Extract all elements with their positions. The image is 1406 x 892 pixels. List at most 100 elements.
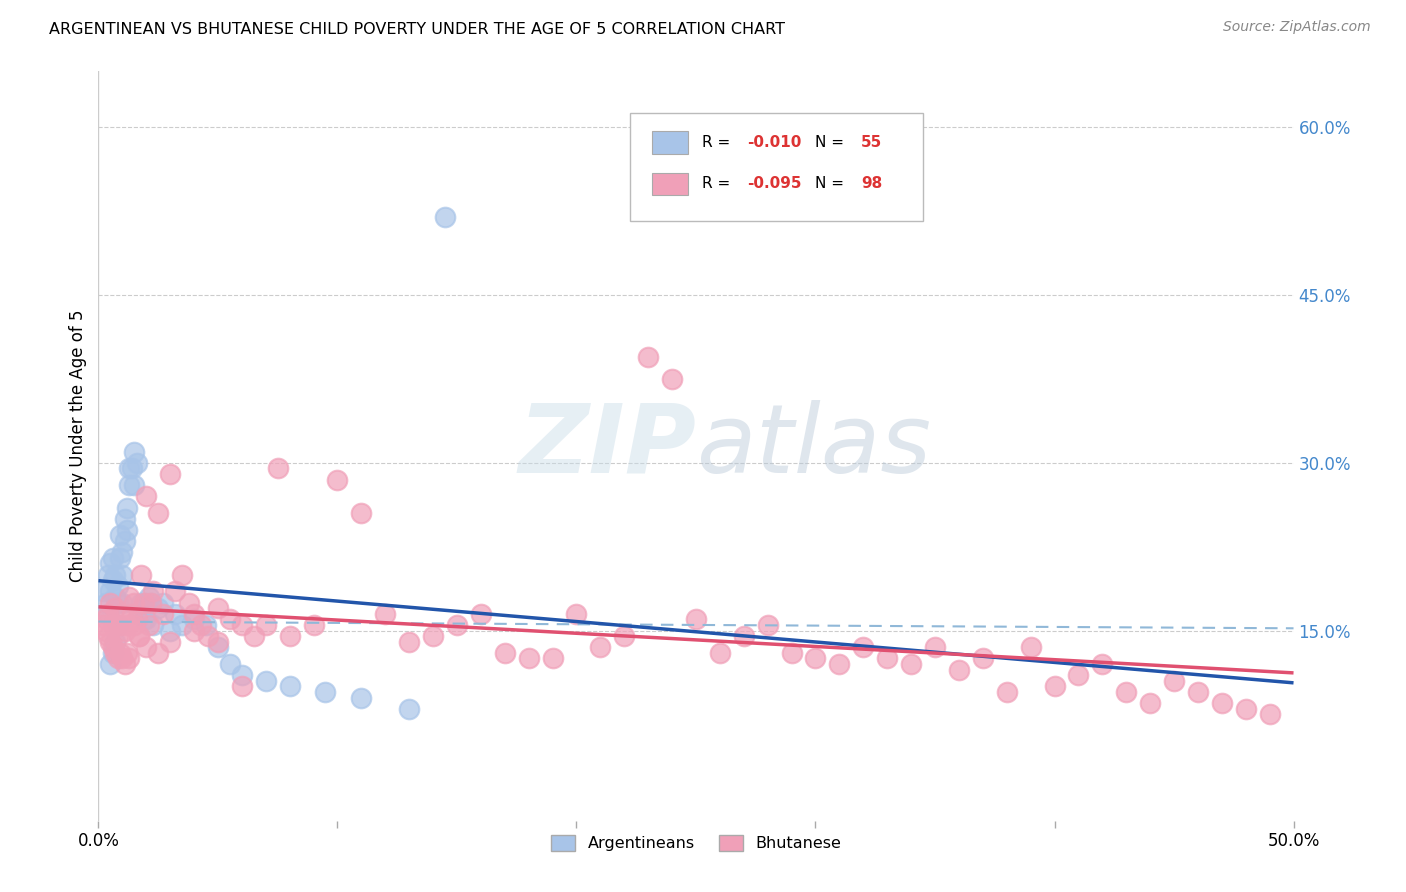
Point xyxy=(197,629,219,643)
Point xyxy=(97,567,120,582)
Point xyxy=(98,584,122,599)
Point xyxy=(326,473,349,487)
Point xyxy=(97,607,120,621)
Point xyxy=(118,590,141,604)
Point xyxy=(661,372,683,386)
Point xyxy=(1091,657,1114,671)
Point xyxy=(135,489,157,503)
Point xyxy=(104,590,127,604)
Point xyxy=(108,618,131,632)
Point xyxy=(637,350,659,364)
Point xyxy=(517,651,540,665)
Point xyxy=(131,567,153,582)
Point xyxy=(183,624,205,638)
Point xyxy=(828,657,851,671)
Point xyxy=(278,680,301,694)
Point xyxy=(138,590,160,604)
Text: Source: ZipAtlas.com: Source: ZipAtlas.com xyxy=(1223,20,1371,34)
Point xyxy=(254,673,277,688)
Point xyxy=(159,467,181,481)
Point xyxy=(111,567,134,582)
Point xyxy=(124,618,146,632)
Point xyxy=(91,618,114,632)
Point xyxy=(565,607,588,621)
Point xyxy=(1211,696,1233,710)
Point xyxy=(972,651,994,665)
Point xyxy=(107,651,129,665)
Point xyxy=(1139,696,1161,710)
Point xyxy=(398,702,420,716)
Point xyxy=(1234,702,1257,716)
Point xyxy=(302,618,325,632)
Point xyxy=(125,612,148,626)
Point xyxy=(948,663,970,677)
Point xyxy=(114,534,136,549)
Point xyxy=(350,690,373,705)
Point xyxy=(315,685,337,699)
Point xyxy=(852,640,875,655)
Point xyxy=(159,634,181,648)
Point xyxy=(124,478,146,492)
Point xyxy=(172,567,194,582)
Point xyxy=(115,523,138,537)
Point xyxy=(104,601,127,615)
Point xyxy=(135,596,157,610)
Point xyxy=(111,545,134,559)
Point xyxy=(422,629,444,643)
Text: ARGENTINEAN VS BHUTANESE CHILD POVERTY UNDER THE AGE OF 5 CORRELATION CHART: ARGENTINEAN VS BHUTANESE CHILD POVERTY U… xyxy=(49,22,785,37)
Point xyxy=(138,618,160,632)
Point xyxy=(207,601,229,615)
Bar xyxy=(652,131,688,153)
Point xyxy=(128,629,150,643)
Point xyxy=(98,657,122,671)
Point xyxy=(1067,668,1090,682)
Point xyxy=(172,618,194,632)
Point xyxy=(278,629,301,643)
Point xyxy=(254,618,277,632)
Point xyxy=(159,624,181,638)
Point xyxy=(231,618,253,632)
Bar xyxy=(652,172,688,195)
Point xyxy=(135,640,157,655)
Point xyxy=(107,579,129,593)
Point xyxy=(101,646,124,660)
Point xyxy=(101,573,124,587)
Point xyxy=(114,624,136,638)
Y-axis label: Child Poverty Under the Age of 5: Child Poverty Under the Age of 5 xyxy=(69,310,87,582)
Point xyxy=(107,596,129,610)
Point xyxy=(183,607,205,621)
Point xyxy=(104,567,127,582)
Point xyxy=(132,596,155,610)
Point xyxy=(115,646,138,660)
Point xyxy=(1163,673,1185,688)
Text: N =: N = xyxy=(815,135,849,150)
Point xyxy=(541,651,564,665)
Point xyxy=(124,596,146,610)
Point xyxy=(1115,685,1137,699)
Text: ZIP: ZIP xyxy=(517,400,696,492)
Point xyxy=(900,657,922,671)
Text: -0.010: -0.010 xyxy=(748,135,801,150)
Point xyxy=(94,612,117,626)
Point xyxy=(139,596,162,610)
Point xyxy=(613,629,636,643)
Point xyxy=(733,629,755,643)
Point xyxy=(709,646,731,660)
Point xyxy=(125,456,148,470)
Point xyxy=(243,629,266,643)
Point xyxy=(131,596,153,610)
Point xyxy=(190,618,212,632)
Point xyxy=(1187,685,1209,699)
Point xyxy=(114,657,136,671)
Point xyxy=(780,646,803,660)
Point xyxy=(494,646,516,660)
Point xyxy=(219,657,242,671)
Point xyxy=(135,612,157,626)
Point xyxy=(98,596,122,610)
Point xyxy=(108,550,131,565)
Text: R =: R = xyxy=(702,135,735,150)
Point xyxy=(97,607,120,621)
Point xyxy=(148,646,170,660)
Text: -0.095: -0.095 xyxy=(748,177,801,191)
Point xyxy=(98,634,122,648)
